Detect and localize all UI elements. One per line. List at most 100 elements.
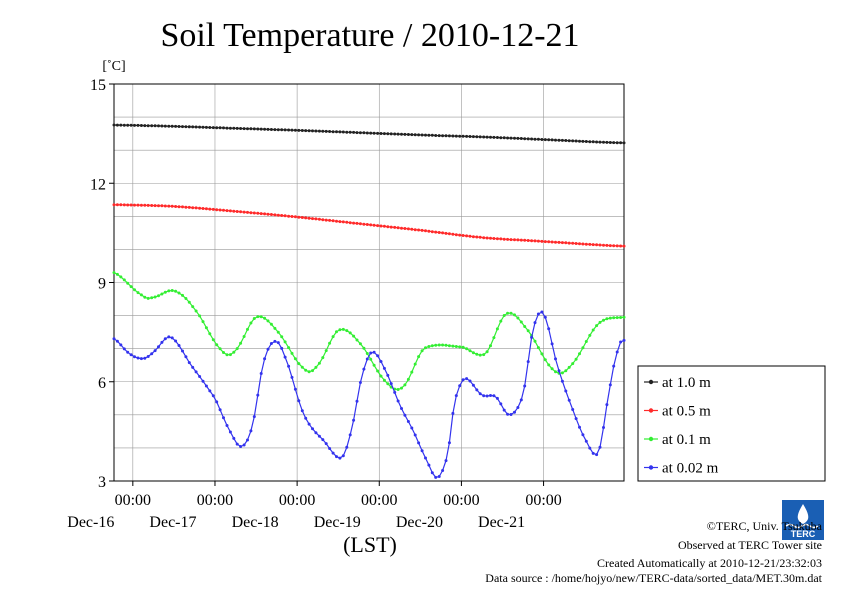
data-point	[331, 219, 335, 223]
data-point	[447, 134, 451, 138]
data-point	[311, 369, 314, 373]
data-point	[540, 239, 544, 243]
data-point	[150, 124, 154, 128]
data-point	[263, 212, 267, 216]
data-point	[564, 389, 568, 393]
data-point	[619, 141, 623, 145]
data-point	[523, 238, 527, 242]
data-point	[530, 239, 534, 243]
data-point	[112, 203, 116, 207]
data-point	[615, 350, 619, 354]
data-point	[571, 139, 575, 143]
data-point	[324, 349, 328, 353]
data-point	[605, 243, 609, 247]
data-point	[437, 343, 441, 347]
x-tick-time-label: 00:00	[279, 492, 315, 509]
data-point	[495, 136, 499, 139]
data-point	[598, 140, 602, 144]
data-point	[112, 123, 116, 127]
data-point	[482, 135, 486, 139]
legend-label: at 0.1 m	[662, 432, 711, 448]
data-point	[536, 239, 540, 243]
legend-label: at 1.0 m	[662, 375, 711, 391]
data-point	[321, 438, 325, 442]
data-point	[269, 322, 273, 326]
data-point	[560, 371, 564, 375]
data-point	[427, 229, 431, 233]
data-point	[191, 125, 195, 129]
data-point	[365, 131, 369, 135]
data-point	[458, 233, 462, 237]
data-point	[499, 237, 503, 241]
data-point	[232, 126, 236, 130]
data-point	[605, 403, 609, 407]
data-point	[263, 316, 267, 320]
data-point	[393, 225, 397, 229]
legend-label: at 0.02 m	[662, 461, 719, 477]
data-point	[119, 343, 123, 347]
data-point	[578, 242, 581, 246]
data-point	[290, 375, 294, 379]
data-point	[157, 204, 160, 208]
data-point	[420, 228, 424, 232]
data-point	[293, 387, 297, 391]
data-point	[122, 203, 126, 207]
data-point	[403, 413, 407, 417]
data-point	[283, 355, 287, 359]
data-point	[403, 383, 407, 387]
data-point	[170, 124, 174, 128]
data-point	[513, 313, 516, 317]
data-point	[424, 229, 427, 233]
data-point	[187, 205, 191, 209]
data-point	[584, 340, 588, 343]
data-point	[160, 292, 164, 296]
data-point	[184, 355, 188, 359]
data-point	[417, 441, 421, 445]
legend-item-at-0-02-m: at 0.02 m	[644, 461, 719, 477]
data-point	[311, 427, 314, 431]
legend-swatch-dot	[648, 408, 654, 413]
data-point	[567, 365, 571, 369]
data-point	[328, 341, 332, 345]
data-point	[424, 133, 427, 137]
data-point	[447, 232, 451, 236]
data-point	[215, 343, 219, 347]
data-point	[396, 388, 400, 391]
data-point	[187, 300, 191, 304]
x-tick-date-label: Dec-19	[314, 514, 361, 531]
data-point	[567, 139, 571, 143]
data-point	[208, 389, 212, 393]
series-at-0-02-m	[112, 310, 626, 479]
data-point	[564, 241, 568, 245]
data-point	[389, 225, 393, 229]
data-point	[372, 350, 376, 354]
data-point	[276, 213, 280, 217]
data-point	[506, 412, 510, 416]
data-point	[160, 204, 164, 208]
data-point	[540, 138, 544, 141]
data-point	[256, 393, 260, 397]
data-point	[554, 370, 557, 374]
data-point	[352, 130, 356, 134]
data-point	[283, 214, 287, 218]
data-point	[430, 344, 434, 348]
data-point	[297, 399, 301, 403]
data-point	[564, 139, 568, 142]
data-point	[547, 363, 551, 367]
data-point	[386, 373, 390, 377]
data-point	[181, 125, 184, 129]
data-point	[297, 128, 301, 132]
data-point	[174, 289, 178, 293]
data-point	[533, 321, 537, 325]
data-point	[437, 134, 441, 138]
data-point	[201, 125, 205, 129]
data-point	[540, 352, 544, 356]
data-point	[198, 125, 202, 129]
data-point	[382, 378, 386, 382]
data-point	[242, 335, 246, 338]
data-point	[239, 445, 243, 448]
data-point	[143, 124, 147, 128]
data-point	[335, 455, 338, 459]
data-point	[506, 311, 510, 315]
data-point	[513, 410, 516, 414]
